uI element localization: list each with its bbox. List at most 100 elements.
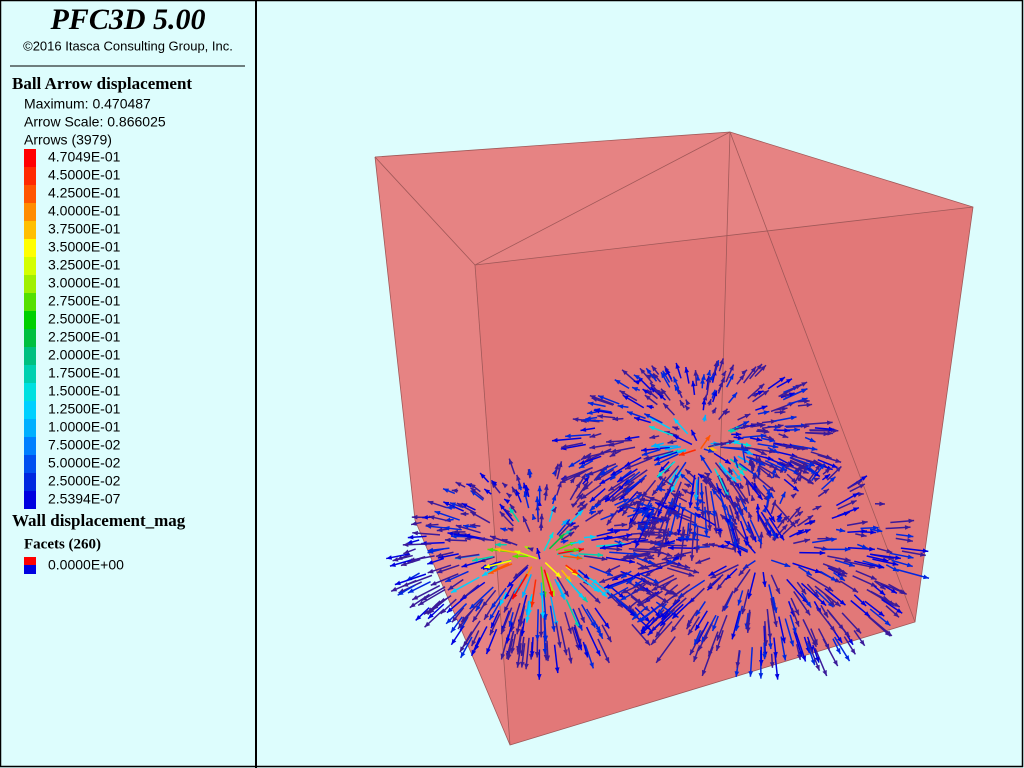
arrow-head xyxy=(451,488,458,494)
arrow-head xyxy=(589,433,596,438)
arrow-head xyxy=(835,466,842,472)
arrow-head xyxy=(802,461,809,466)
arrow-head xyxy=(700,378,705,384)
arrow-head xyxy=(583,485,589,491)
arrow-head xyxy=(737,599,743,606)
arrow-head xyxy=(580,427,587,432)
arrow-head xyxy=(505,637,511,644)
legend-label: 1.0000E-01 xyxy=(48,419,121,435)
arrow-head xyxy=(645,624,651,631)
arrow-head xyxy=(445,577,452,582)
legend-title: Wall displacement_mag xyxy=(12,511,186,530)
arrow-head xyxy=(407,534,414,540)
arrow-head xyxy=(844,655,850,662)
arrow-head xyxy=(535,496,540,503)
swatch xyxy=(24,275,36,293)
arrow-head xyxy=(707,584,713,591)
arrow-head xyxy=(604,622,610,629)
arrow-head xyxy=(712,390,718,397)
arrow-head xyxy=(757,494,763,500)
arrow-head xyxy=(622,509,628,516)
arrow-head xyxy=(646,590,652,596)
arrow-head xyxy=(640,506,647,512)
arrow-head xyxy=(758,531,764,538)
arrow-head xyxy=(428,613,434,619)
arrow-head xyxy=(461,563,468,568)
arrow-head xyxy=(904,525,911,530)
arrow-head xyxy=(919,552,926,557)
arrow-head xyxy=(743,497,749,504)
arrow-head xyxy=(486,565,493,571)
arrow-head xyxy=(528,469,533,475)
arrow-head xyxy=(753,393,760,398)
arrow-head xyxy=(660,515,667,521)
arrow-head xyxy=(633,374,640,380)
arrow-head xyxy=(660,620,666,626)
arrow-head xyxy=(665,517,671,524)
arrow-head xyxy=(707,525,712,531)
swatch xyxy=(24,293,36,311)
arrow-head xyxy=(513,573,520,579)
arrow-head xyxy=(813,477,820,483)
arrow-head xyxy=(656,487,663,492)
arrow-head xyxy=(446,607,453,613)
arrow-head xyxy=(758,383,765,390)
arrow-head xyxy=(850,500,857,505)
arrow-head xyxy=(812,459,819,465)
legend-label: 4.7049E-01 xyxy=(48,149,121,165)
arrow-head xyxy=(648,554,655,560)
arrow-head xyxy=(512,486,517,493)
arrow-head xyxy=(580,494,587,500)
arrow-head xyxy=(735,515,740,522)
arrow-head xyxy=(469,603,476,610)
arrow-head xyxy=(809,437,816,442)
arrow-head xyxy=(675,492,682,498)
arrow-head xyxy=(651,586,658,591)
arrow-head xyxy=(654,541,661,547)
arrow-head xyxy=(436,552,443,558)
arrow-head xyxy=(455,482,462,487)
arrow-head xyxy=(484,613,490,620)
arrow-head xyxy=(471,640,477,647)
arrow-head xyxy=(626,578,633,584)
arrow-head xyxy=(486,648,491,655)
arrow-head xyxy=(907,537,913,543)
arrow-head xyxy=(815,506,822,511)
arrow-head xyxy=(668,545,674,551)
arrow-head xyxy=(422,515,428,520)
arrow-shaft xyxy=(800,582,827,607)
arrow-head xyxy=(774,673,780,680)
arrow-head xyxy=(446,505,452,511)
arrow-head xyxy=(500,527,507,532)
arrow-head xyxy=(499,511,506,518)
arrow-head xyxy=(711,510,717,517)
arrow-head xyxy=(703,530,709,537)
arrow-head xyxy=(655,502,662,507)
arrow-head xyxy=(751,485,758,492)
arrow-head xyxy=(684,367,690,373)
arrow-head xyxy=(707,448,714,453)
arrow-head xyxy=(807,478,814,484)
arrow-head xyxy=(819,463,825,470)
arrow-head xyxy=(718,381,723,388)
arrow-head xyxy=(886,548,893,554)
arrow-head xyxy=(860,532,867,538)
arrow-head xyxy=(654,444,660,449)
arrow-head xyxy=(661,556,668,561)
legend-label: 3.0000E-01 xyxy=(48,275,121,291)
arrow-head xyxy=(922,548,929,554)
arrow-head xyxy=(725,493,731,500)
arrow-head xyxy=(819,550,826,556)
arrow-head xyxy=(789,640,794,647)
arrow-head xyxy=(742,506,748,513)
arrow-head xyxy=(884,620,891,626)
arrow-head xyxy=(472,557,479,562)
arrow-head xyxy=(589,505,596,511)
arrow-head xyxy=(650,382,656,389)
arrow-head xyxy=(739,374,745,381)
arrow-head xyxy=(512,554,519,559)
arrow-head xyxy=(823,611,829,618)
arrow-head xyxy=(597,414,604,419)
arrow-head xyxy=(856,480,863,486)
arrow-head xyxy=(805,609,811,616)
